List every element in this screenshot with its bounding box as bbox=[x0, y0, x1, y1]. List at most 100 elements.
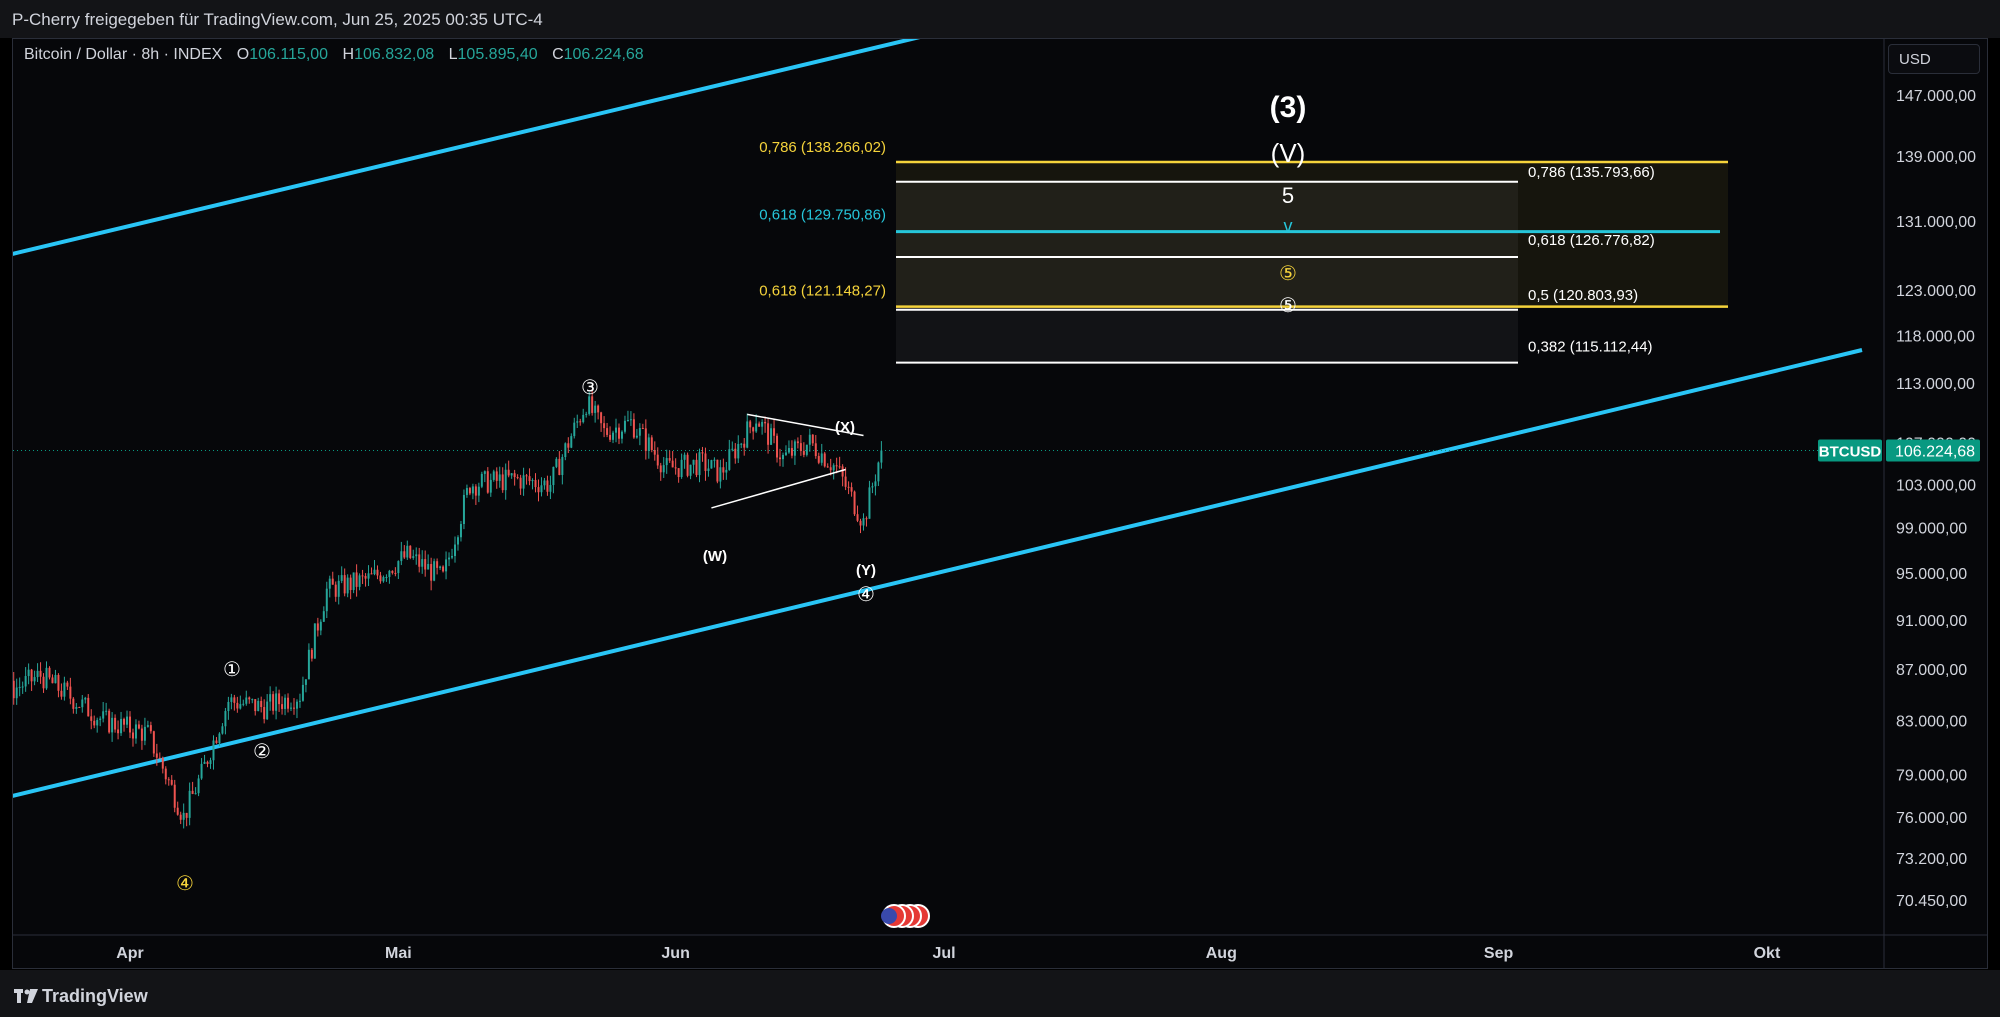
candle-body bbox=[695, 459, 698, 476]
candle-body bbox=[278, 693, 281, 705]
candle-body bbox=[507, 469, 510, 476]
wave-label-5: 5 bbox=[1282, 183, 1294, 208]
candle-body bbox=[275, 693, 278, 711]
candle-body bbox=[626, 420, 629, 422]
candle bbox=[108, 708, 111, 734]
candle-body bbox=[90, 716, 93, 721]
candle bbox=[665, 449, 668, 474]
candle bbox=[483, 470, 486, 483]
candle bbox=[823, 451, 826, 468]
candle bbox=[653, 441, 656, 461]
candle-body bbox=[248, 697, 251, 700]
candle bbox=[364, 573, 367, 587]
candle bbox=[707, 459, 710, 477]
candle-body bbox=[877, 462, 880, 482]
candle-body bbox=[114, 717, 117, 730]
candle bbox=[334, 581, 337, 602]
candle-body bbox=[662, 465, 665, 473]
candle bbox=[629, 411, 632, 426]
candle-body bbox=[707, 468, 710, 471]
candle bbox=[349, 574, 352, 600]
candle bbox=[111, 712, 114, 742]
candle bbox=[603, 416, 606, 438]
candle bbox=[66, 680, 69, 690]
candle-body bbox=[146, 725, 149, 727]
candle-body bbox=[298, 700, 301, 702]
price-tick-label: 73.200,00 bbox=[1896, 851, 1967, 868]
tradingview-logo[interactable]: TradingView bbox=[14, 986, 148, 1007]
candle bbox=[340, 566, 343, 584]
candle bbox=[808, 428, 811, 452]
time-tick-label: Aug bbox=[1206, 945, 1237, 962]
price-tick-label: 118.000,00 bbox=[1896, 329, 1975, 346]
price-tick-label: 91.000,00 bbox=[1896, 613, 1967, 630]
candle-body bbox=[692, 459, 695, 465]
candle bbox=[427, 554, 430, 570]
candle-body bbox=[689, 464, 692, 476]
candle bbox=[793, 439, 796, 465]
candle bbox=[239, 695, 242, 710]
candle bbox=[668, 450, 671, 463]
candle-body bbox=[152, 731, 155, 754]
candle-body bbox=[716, 459, 719, 482]
chart-frame[interactable] bbox=[12, 38, 1988, 969]
candle-body bbox=[21, 686, 24, 688]
candle-body bbox=[454, 544, 457, 557]
candle bbox=[585, 411, 588, 418]
candle-body bbox=[638, 428, 641, 436]
candle-body bbox=[406, 545, 409, 558]
fib-label-white-786: 0,786 (135.793,66) bbox=[1528, 164, 1655, 181]
candle-body bbox=[749, 421, 752, 428]
candle bbox=[761, 419, 764, 435]
candle-body bbox=[719, 467, 722, 482]
candle bbox=[865, 516, 868, 527]
candle bbox=[63, 676, 66, 701]
candle-body bbox=[841, 466, 844, 477]
candle bbox=[54, 669, 57, 684]
candle bbox=[522, 467, 525, 496]
candle-body bbox=[111, 717, 114, 733]
wave-label-V-primary: (V) bbox=[1271, 138, 1306, 168]
candle bbox=[683, 452, 686, 469]
candle-body bbox=[242, 703, 245, 705]
currency-button[interactable]: USD bbox=[1888, 44, 1980, 74]
candle bbox=[346, 574, 349, 598]
symbol-title[interactable]: Bitcoin / Dollar · 8h · INDEX bbox=[24, 46, 223, 63]
candle-body bbox=[471, 486, 474, 494]
candle bbox=[862, 513, 865, 531]
candle-body bbox=[629, 419, 632, 421]
candle-body bbox=[251, 699, 254, 701]
candle-body bbox=[415, 554, 418, 557]
candle bbox=[15, 678, 18, 705]
candle-body bbox=[403, 551, 406, 558]
candle-body bbox=[799, 443, 802, 451]
candle bbox=[477, 482, 480, 503]
candle bbox=[370, 567, 373, 575]
candle bbox=[877, 461, 880, 486]
wave-label-W: (W) bbox=[703, 548, 727, 565]
candle-body bbox=[352, 572, 355, 591]
candle-body bbox=[722, 467, 725, 473]
candle bbox=[698, 448, 701, 483]
symbol-legend[interactable]: Bitcoin / Dollar · 8h · INDEX O106.115,0… bbox=[24, 46, 644, 64]
candle bbox=[874, 474, 877, 496]
candle-body bbox=[477, 486, 480, 496]
candle bbox=[382, 575, 385, 583]
candle-body bbox=[194, 793, 197, 795]
candle bbox=[805, 444, 808, 457]
candle-body bbox=[632, 419, 635, 438]
price-badge-bg bbox=[1886, 439, 1980, 462]
candle-body bbox=[72, 698, 75, 709]
candle bbox=[802, 442, 805, 458]
candle-body bbox=[567, 443, 570, 448]
candle-body bbox=[623, 420, 626, 432]
candle bbox=[811, 434, 814, 446]
candle bbox=[421, 550, 424, 574]
candle-body bbox=[835, 465, 838, 467]
candle-body bbox=[564, 443, 567, 458]
candle bbox=[790, 440, 793, 459]
candle bbox=[448, 552, 451, 567]
candle-body bbox=[486, 471, 489, 493]
candle bbox=[140, 724, 143, 750]
